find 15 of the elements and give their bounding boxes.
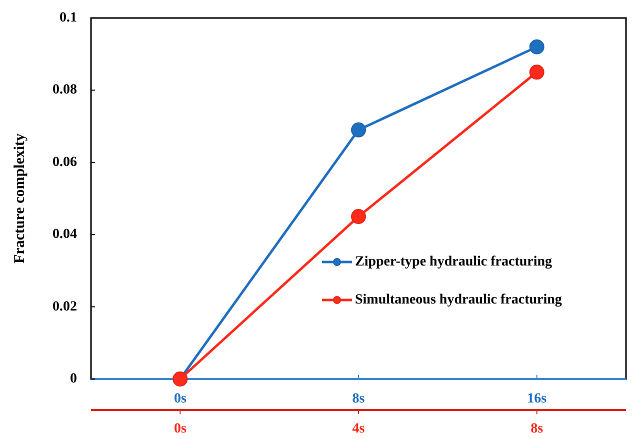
x2-tick-label: 4s [352,422,366,436]
y-tick-label: 0.02 [52,299,77,314]
y-tick-label: 0.06 [52,154,77,170]
x2-tick-label: 0s [174,422,187,436]
x-tick-label: 16s [527,392,548,406]
x2-tick-label: 8s [530,422,544,436]
y-tick-label: 0.08 [52,82,77,98]
y-axis-title: Fracture complexity [12,132,28,264]
y-tick-label: 0.1 [60,10,77,26]
y-tick-label: 0.04 [52,227,77,242]
legend-label: Simultaneous hydraulic fracturing [355,292,562,308]
legend-label: Zipper-type hydraulic fracturing [355,254,552,270]
y-tick-label: 0 [70,372,77,386]
x-tick-label: 8s [352,392,366,406]
x-tick-label: 0s [174,392,187,406]
